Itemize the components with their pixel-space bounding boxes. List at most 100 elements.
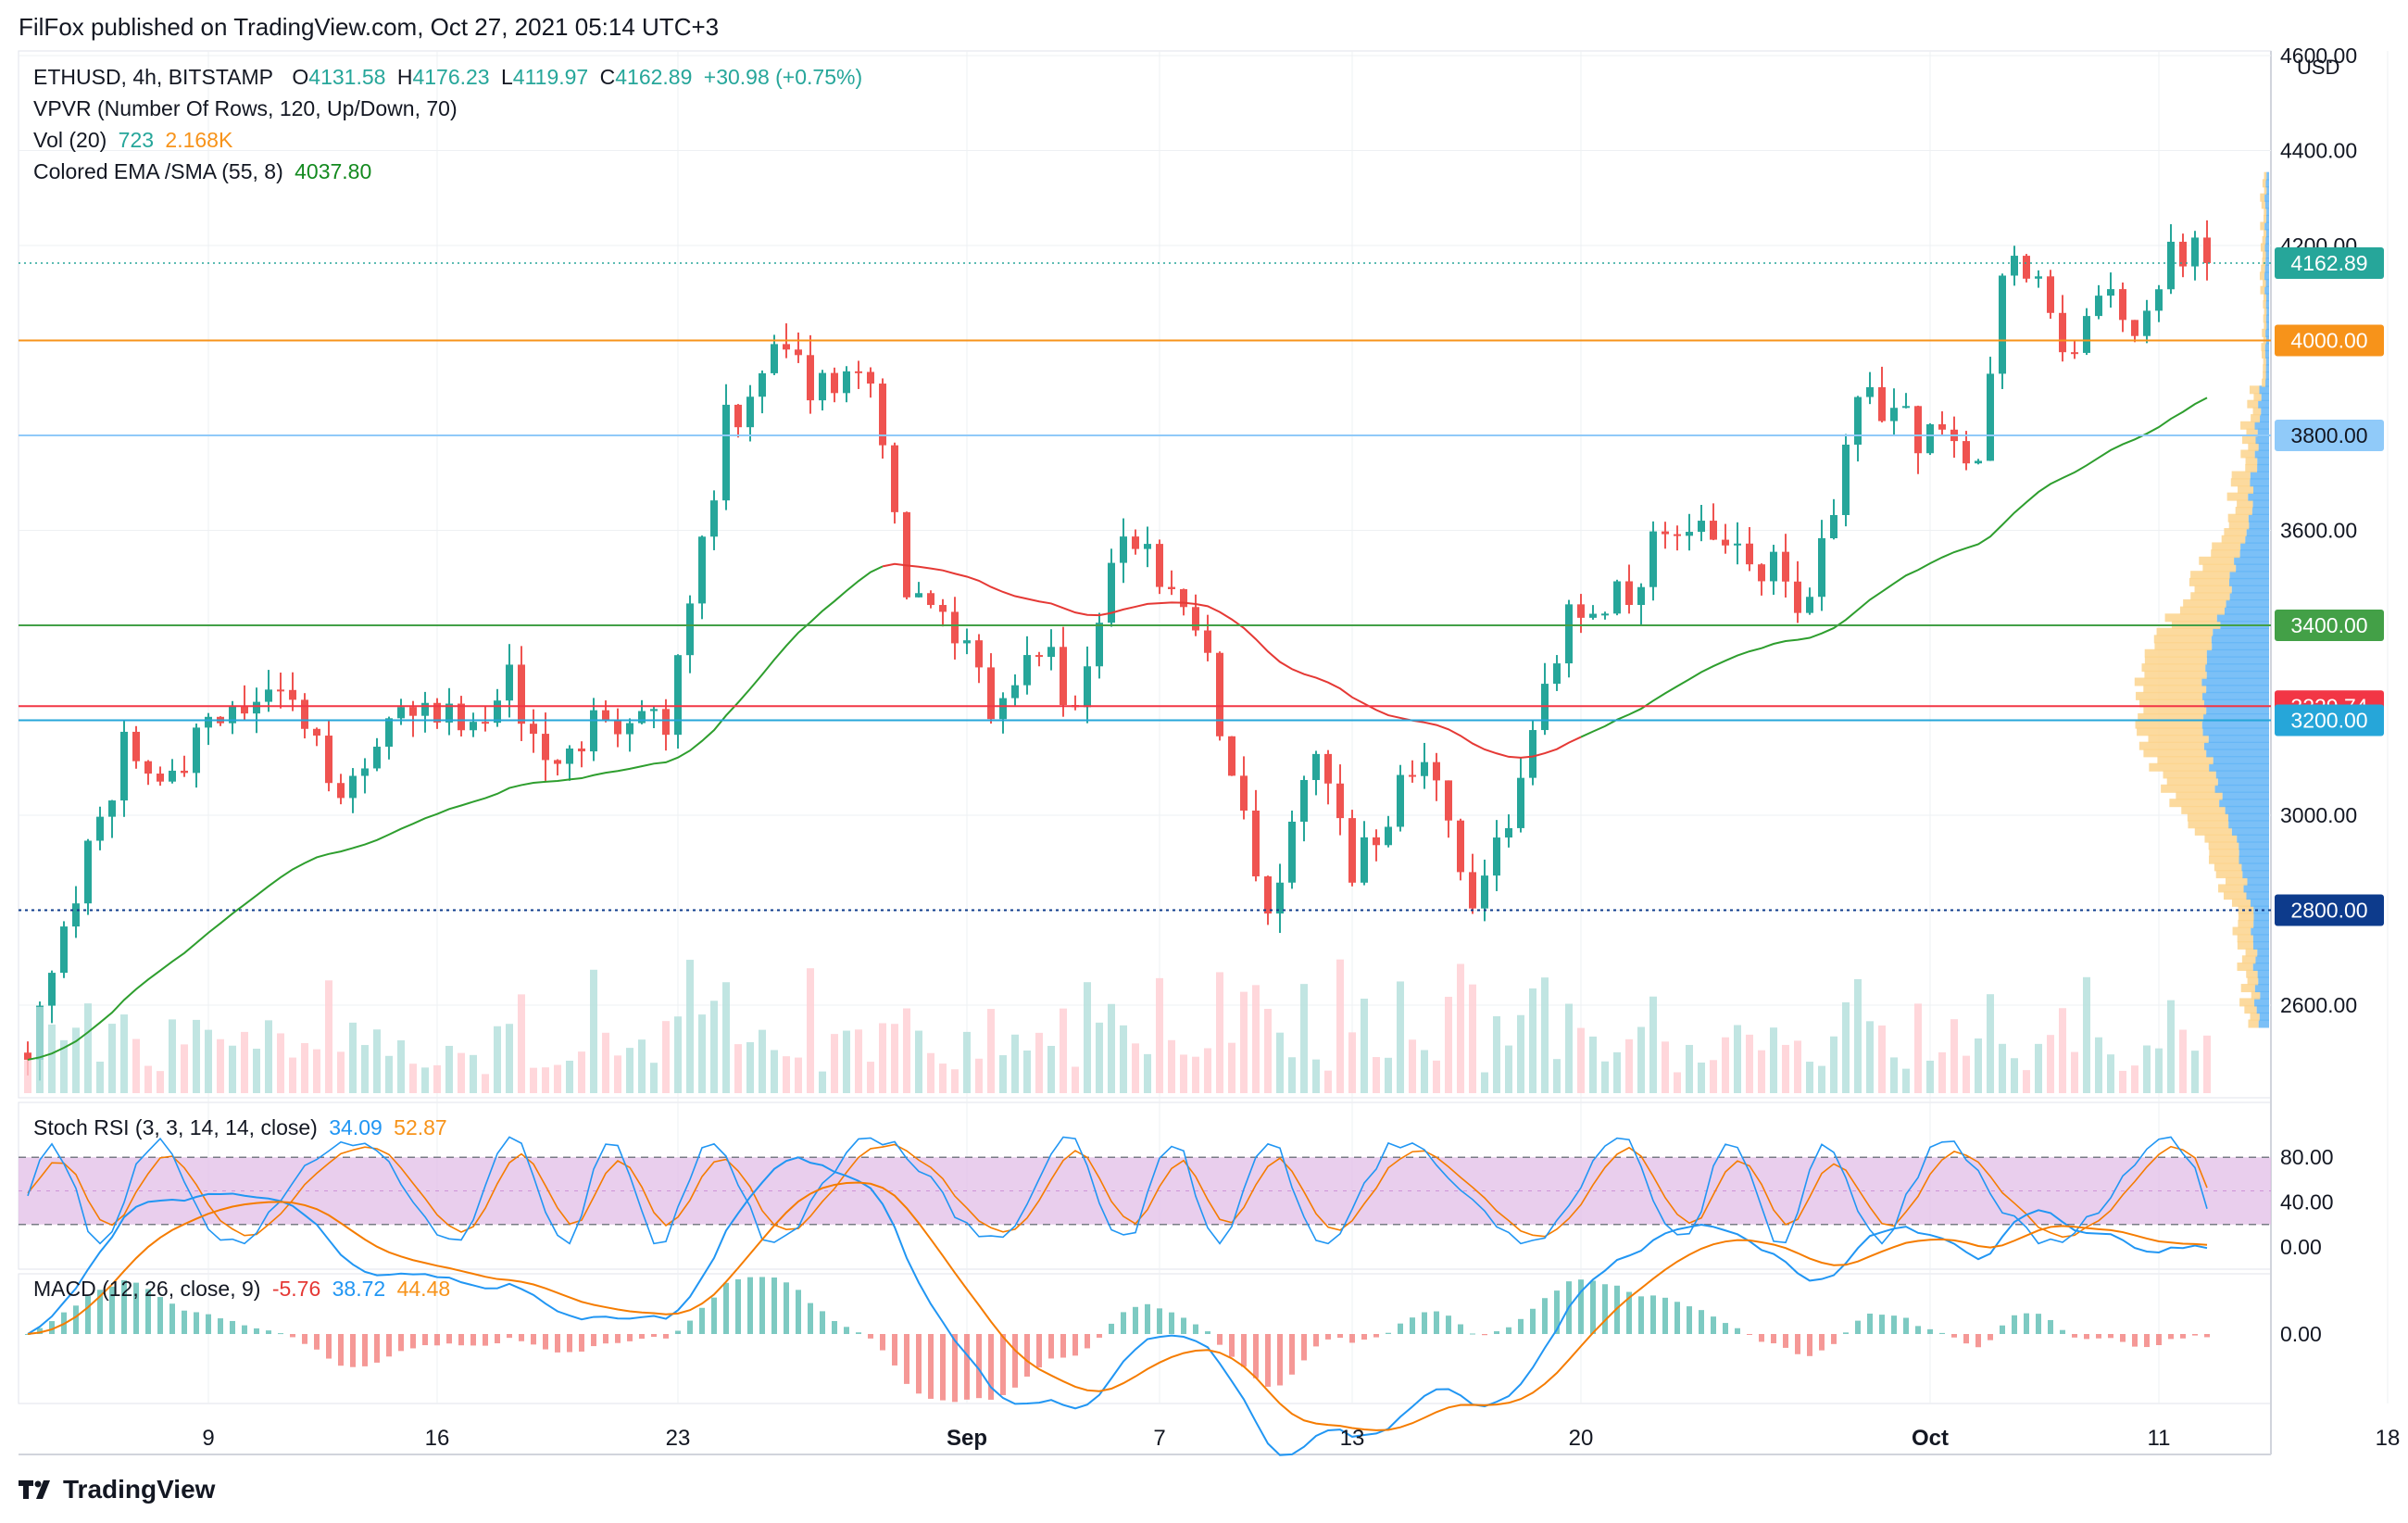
candle-body <box>132 731 140 762</box>
volume-bar <box>1047 1045 1055 1093</box>
vpvr-bar-down <box>2208 841 2239 850</box>
vpvr-bar-down <box>2164 613 2217 623</box>
candle-body <box>1830 514 1837 538</box>
macd-hist-bar <box>796 1290 801 1334</box>
vpvr-bar-up <box>2257 948 2269 957</box>
stoch-legend[interactable]: Stoch RSI (3, 3, 14, 14, close) 34.09 52… <box>33 1115 453 1140</box>
volume-bar <box>2071 1051 2078 1093</box>
candle-body <box>1649 531 1657 587</box>
vpvr-bar-down <box>2263 279 2266 287</box>
vpvr-bar-up <box>2246 891 2269 900</box>
vpvr-legend[interactable]: VPVR (Number Of Rows, 120, Up/Down, 70) <box>33 96 463 121</box>
vpvr-bar-down <box>2263 214 2266 223</box>
ema-legend[interactable]: Colored EMA /SMA (55, 8) 4037.80 <box>33 159 377 184</box>
macd-hist-bar <box>374 1334 380 1363</box>
macd-hist-bar <box>651 1334 657 1338</box>
macd-hist-bar <box>1012 1334 1018 1388</box>
close-value: 4162.89 <box>615 65 693 89</box>
macd-hist-bar <box>495 1334 500 1344</box>
candle-body <box>169 770 176 782</box>
candle-body <box>807 355 814 401</box>
candle-body <box>1517 777 1524 828</box>
main-legend: ETHUSD, 4h, BITSTAMP O4131.58 H4176.23 L… <box>33 65 868 90</box>
vpvr-bar-down <box>2241 955 2256 964</box>
vpvr-bar-down <box>2248 1019 2259 1028</box>
close-label: C <box>599 65 616 89</box>
candle-body <box>638 711 646 724</box>
macd-hist-bar <box>2060 1329 2065 1334</box>
ema-line-down <box>882 562 1582 759</box>
volume-bar <box>482 1074 489 1093</box>
macd-hist-bar <box>1602 1284 1608 1334</box>
candle-body <box>1806 597 1813 613</box>
level-badge-bg <box>2275 420 2384 451</box>
vpvr-bar-up <box>2266 208 2269 217</box>
macd-hist-bar <box>1638 1296 1644 1334</box>
candle-body <box>999 698 1007 720</box>
candle-body <box>2155 289 2163 311</box>
symbol-label[interactable]: ETHUSD, 4h, BITSTAMP <box>33 65 274 89</box>
candle-body <box>48 973 56 1006</box>
candle-body <box>2011 256 2018 276</box>
vpvr-bar-up <box>2236 563 2269 573</box>
volume-bar <box>120 1014 128 1093</box>
vpvr-bar-up <box>2248 513 2269 522</box>
candle-body <box>746 396 754 428</box>
macd-hist-bar <box>1072 1334 1078 1356</box>
vpvr-bar-up <box>2213 627 2269 636</box>
volume-bar <box>1782 1044 1789 1093</box>
vpvr-bar-down <box>2149 762 2210 772</box>
candle-body <box>1011 685 1019 699</box>
volume-bar <box>1023 1051 1031 1093</box>
vpvr-bar-down <box>2262 328 2266 337</box>
candle-body <box>542 734 549 761</box>
macd-hist-bar <box>808 1303 813 1334</box>
vpvr-bar-down <box>2226 492 2249 501</box>
volume-bar <box>1842 1001 1850 1093</box>
vpvr-bar-up <box>2261 393 2269 401</box>
macd-legend[interactable]: MACD (12, 26, close, 9) -5.76 38.72 44.4… <box>33 1277 456 1302</box>
candle-body <box>1674 534 1681 536</box>
tradingview-footer[interactable]: TradingView <box>19 1475 215 1504</box>
vpvr-bar-up <box>2243 884 2269 893</box>
macd-hist-bar <box>1939 1332 1945 1334</box>
vpvr-bar-down <box>2163 770 2216 779</box>
volume-ma-value: 2.168K <box>165 128 233 152</box>
candle-body <box>1818 537 1825 598</box>
vpvr-bar-down <box>2212 542 2241 551</box>
volume-bar <box>253 1049 260 1093</box>
candle-body <box>1589 613 1597 618</box>
main-pane-border <box>18 50 2272 1099</box>
volume-legend[interactable]: Vol (20) 723 2.168K <box>33 128 238 153</box>
volume-bar <box>349 1022 357 1093</box>
volume-bar <box>783 1056 790 1093</box>
macd-hist-bar <box>1626 1291 1632 1334</box>
volume-bar <box>409 1064 417 1093</box>
volume-bar <box>1035 1032 1043 1093</box>
candle-body <box>1348 818 1356 883</box>
vpvr-bar-down <box>2246 969 2258 978</box>
vpvr-bar-up <box>2208 735 2269 743</box>
change-value: +30.98 (+0.75%) <box>703 65 863 89</box>
volume-bar <box>325 980 332 1093</box>
volume-bar <box>1926 1060 1934 1093</box>
vpvr-bar-up <box>2250 478 2269 487</box>
vpvr-bar-up <box>2257 969 2269 978</box>
vpvr-bar-down <box>2261 343 2265 352</box>
volume-bar <box>1180 1054 1187 1093</box>
candle-body <box>1156 544 1163 587</box>
macd-hist-bar <box>73 1305 79 1334</box>
volume-bar <box>217 1038 224 1093</box>
vpvr-bar-up <box>2265 328 2269 337</box>
macd-hist-bar <box>1843 1332 1849 1334</box>
candle-body <box>1180 588 1187 608</box>
vpvr-bar-up <box>2256 1005 2269 1014</box>
macd-hist-bar <box>519 1334 524 1341</box>
volume-bar <box>445 1045 453 1093</box>
candle-body <box>2131 320 2138 336</box>
volume-bar <box>1625 1038 1633 1093</box>
macd-hist-bar <box>1181 1317 1186 1334</box>
macd-hist-bar <box>133 1282 139 1334</box>
macd-hist-bar <box>1759 1334 1764 1342</box>
